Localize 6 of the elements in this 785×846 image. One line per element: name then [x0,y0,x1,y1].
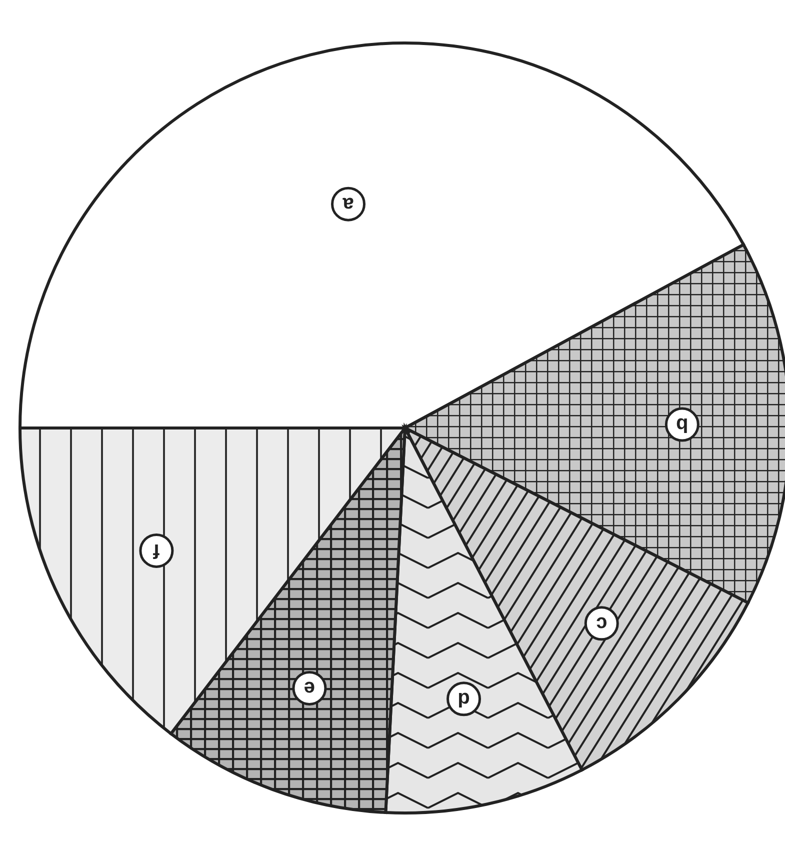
slice-label: b [676,414,688,436]
slice-label: c [596,612,608,634]
slice-label: e [304,677,316,700]
slice-label: d [458,688,470,710]
slice-label: f [152,540,160,562]
slice-label: a [342,193,354,216]
